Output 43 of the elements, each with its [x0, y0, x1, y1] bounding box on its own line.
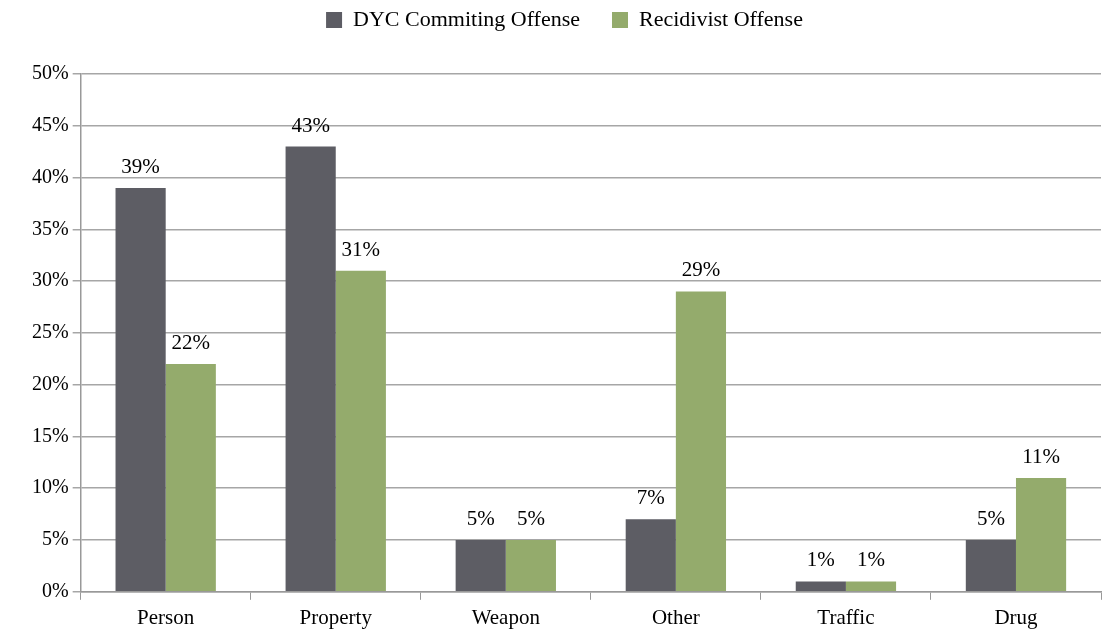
bar — [165, 363, 216, 592]
bar — [675, 291, 727, 592]
y-tick-label: 15% — [31, 423, 69, 446]
data-label: 5% — [976, 506, 1005, 531]
y-tick-label: 0% — [41, 579, 69, 602]
bar — [845, 581, 897, 592]
data-label: 31% — [341, 236, 381, 261]
bar — [625, 519, 676, 592]
data-label: 5% — [516, 506, 545, 531]
legend-label: Recidivist Offense — [638, 5, 803, 31]
data-label: 5% — [466, 506, 495, 531]
x-tick-label: Traffic — [817, 604, 875, 629]
y-tick-label: 25% — [31, 320, 69, 343]
bar — [455, 540, 506, 592]
x-tick-label: Drug — [994, 604, 1039, 629]
data-label: 22% — [171, 329, 211, 354]
x-tick-label: Person — [137, 604, 195, 629]
y-tick-label: 45% — [31, 113, 69, 136]
bar — [965, 540, 1016, 592]
bar — [115, 187, 166, 592]
legend-label: DYC Commiting Offense — [353, 5, 580, 31]
y-tick-label: 50% — [31, 61, 69, 84]
data-label: 1% — [857, 547, 885, 572]
y-tick-label: 35% — [31, 216, 69, 239]
data-label: 43% — [291, 112, 330, 137]
x-tick-label: Other — [651, 604, 700, 629]
data-label: 29% — [681, 257, 721, 282]
y-tick-label: 10% — [31, 475, 69, 498]
bar — [505, 540, 556, 592]
y-tick-label: 30% — [31, 268, 69, 291]
data-label: 39% — [121, 153, 160, 178]
y-tick-label: 20% — [31, 371, 69, 394]
data-label: 1% — [806, 547, 835, 572]
bar — [335, 270, 386, 592]
x-tick-label: Property — [299, 604, 373, 629]
data-label: 7% — [636, 485, 665, 510]
y-tick-label: 40% — [31, 164, 69, 187]
bar — [1015, 477, 1067, 592]
bar — [285, 146, 336, 592]
y-tick-label: 5% — [41, 527, 69, 550]
bar — [795, 581, 846, 592]
x-tick-label: Weapon — [471, 604, 541, 629]
data-label: 11% — [1022, 443, 1060, 468]
